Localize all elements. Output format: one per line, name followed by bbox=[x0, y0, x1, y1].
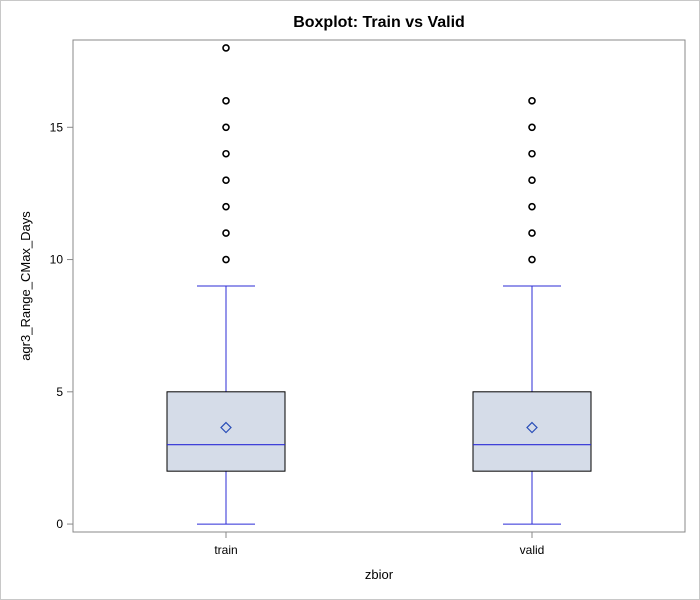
mean-marker bbox=[526, 421, 538, 434]
outlier-point bbox=[222, 229, 230, 237]
outlier-point bbox=[222, 97, 230, 105]
outlier-point bbox=[222, 123, 230, 132]
outlier-point bbox=[528, 176, 536, 184]
y-tick-label: 10 bbox=[50, 253, 64, 267]
mean-marker bbox=[220, 421, 232, 434]
plot-area-border bbox=[72, 39, 686, 533]
x-tick-label: valid bbox=[520, 543, 545, 557]
outlier-point bbox=[528, 202, 536, 211]
box-train bbox=[166, 391, 286, 472]
outlier-point bbox=[528, 229, 536, 237]
outlier-point bbox=[222, 202, 230, 211]
outlier-point bbox=[528, 149, 536, 158]
x-axis-label: zbior bbox=[365, 567, 394, 582]
outlier-point bbox=[222, 44, 230, 52]
y-tick-label: 15 bbox=[50, 120, 64, 134]
chart-title: Boxplot: Train vs Valid bbox=[293, 14, 465, 31]
y-tick-label: 5 bbox=[56, 385, 63, 399]
outlier-point bbox=[222, 255, 230, 264]
outlier-point bbox=[222, 176, 230, 184]
y-axis-label: agr3_Range_CMax_Days bbox=[18, 211, 33, 361]
y-tick-label: 0 bbox=[56, 517, 63, 531]
box-valid bbox=[472, 391, 592, 472]
outlier-point bbox=[528, 255, 536, 264]
x-tick-label: train bbox=[214, 543, 237, 557]
outlier-point bbox=[528, 97, 536, 105]
chart-marks: 0 5 10 15 train valid bbox=[50, 44, 592, 557]
outlier-point bbox=[528, 123, 536, 132]
outlier-point bbox=[222, 149, 230, 158]
